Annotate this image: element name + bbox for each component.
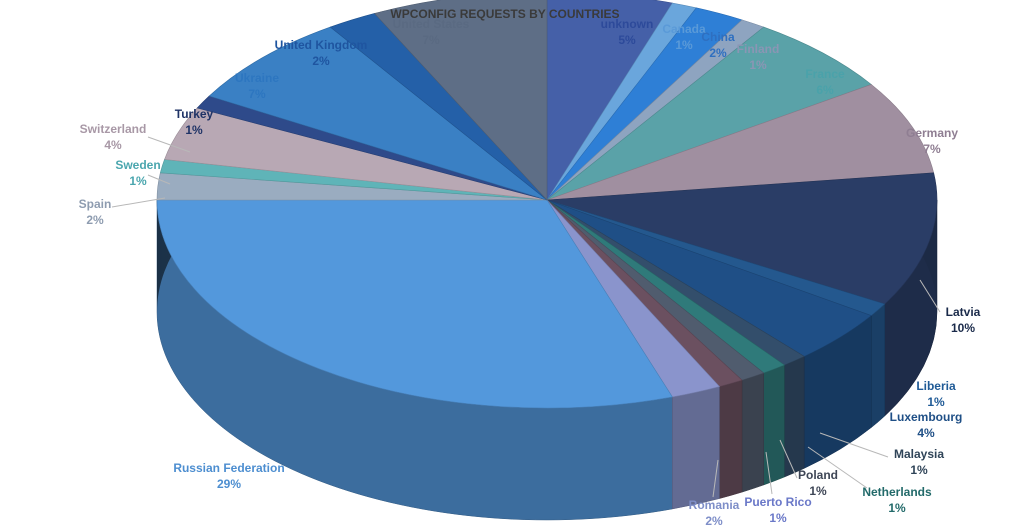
slice-name-label: Turkey: [175, 107, 214, 121]
leader-line-switzerland: [147, 136, 191, 153]
label-puerto-rico: Puerto Rico 1%: [744, 495, 811, 525]
slice-percent-label: 1%: [927, 395, 945, 409]
slice-name-label: United States: [393, 17, 470, 31]
chart-title: WPCONFIG REQUESTS BY COUNTRIES: [390, 7, 619, 21]
label-ukraine: Ukraine 7%: [235, 71, 279, 101]
slice-name-label: Canada: [662, 22, 706, 36]
slice-percent-label: 1%: [749, 58, 767, 72]
leader-line-sweden: [147, 174, 171, 185]
slice-name-label: United Kingdom: [275, 38, 368, 52]
label-sweden: Sweden 1%: [115, 158, 160, 188]
label-latvia: Latvia 10%: [946, 305, 981, 335]
label-leader-lines: [111, 136, 941, 498]
slice-percent-label: 6%: [816, 83, 834, 97]
slice-percent-label: 10%: [951, 321, 975, 335]
slice-name-label: Ukraine: [235, 71, 279, 85]
slice-percent-label: 1%: [809, 484, 827, 498]
pie-top-faces: [156, 0, 938, 409]
leader-line-romania: [712, 459, 719, 498]
label-finland: Finland 1%: [737, 42, 780, 72]
slice-name-label: unknown: [601, 17, 654, 31]
slice-percent-label: 2%: [709, 46, 727, 60]
slice-name-label: Netherlands: [862, 485, 932, 499]
slice-percent-label: 4%: [104, 138, 122, 152]
pie-slice-united-states: [373, 0, 548, 201]
slice-name-label: China: [701, 30, 735, 44]
slice-percent-label: 4%: [917, 426, 935, 440]
pie-slice-germany: [546, 84, 935, 201]
label-liberia: Liberia 1%: [916, 379, 956, 409]
label-germany: Germany 7%: [906, 126, 958, 156]
slice-name-label: Russian Federation: [173, 461, 284, 475]
slice-percent-label: 7%: [923, 142, 941, 156]
label-canada: Canada 1%: [662, 22, 706, 52]
pie-side-malaysia: [784, 355, 805, 478]
label-poland: Poland 1%: [798, 468, 838, 498]
slice-name-label: Sweden: [115, 158, 160, 172]
leader-line-latvia: [919, 279, 941, 313]
slice-percent-label: 7%: [248, 87, 266, 101]
slice-name-label: Malaysia: [894, 447, 944, 461]
slice-percent-label: 7%: [422, 33, 440, 47]
label-netherlands: Netherlands 1%: [862, 485, 932, 515]
label-romania: Romania 2%: [689, 498, 740, 528]
slice-name-label: Romania: [689, 498, 740, 512]
label-luxembourg: Luxembourg 4%: [890, 410, 963, 440]
label-turkey: Turkey 1%: [175, 107, 214, 137]
slice-name-label: Liberia: [916, 379, 956, 393]
leader-line-poland: [779, 439, 798, 479]
leader-line-spain: [111, 197, 166, 208]
slice-name-label: Puerto Rico: [744, 495, 811, 509]
label-france: France 6%: [805, 67, 845, 97]
slice-percent-label: 2%: [86, 213, 104, 227]
slice-labels: unknown 5% Canada 1% China 2% Finland 1% France 6…: [79, 17, 981, 528]
label-switzerland: Switzerland 4%: [80, 122, 147, 152]
slice-name-label: Finland: [737, 42, 780, 56]
pie-slice-russian-federation: [156, 199, 673, 409]
pie-side-netherlands: [763, 364, 785, 486]
slice-name-label: Germany: [906, 126, 958, 140]
slice-percent-label: 1%: [675, 38, 693, 52]
slice-name-label: Poland: [798, 468, 838, 482]
slice-percent-label: 1%: [888, 501, 906, 515]
leader-line-puerto-rico: [765, 451, 773, 495]
pie-side-puerto-rico: [719, 379, 743, 499]
slice-percent-label: 2%: [705, 514, 723, 528]
pie-side-poland: [741, 372, 764, 493]
leader-line-netherlands: [807, 446, 868, 489]
label-united-states: United States 7%: [393, 17, 470, 47]
pie-slice-france: [546, 26, 872, 201]
slice-percent-label: 1%: [769, 511, 787, 525]
slice-percent-label: 29%: [217, 477, 241, 491]
label-unknown: unknown 5%: [601, 17, 654, 47]
label-russian-federation: Russian Federation 29%: [173, 461, 284, 491]
slice-name-label: France: [805, 67, 845, 81]
slice-name-label: Latvia: [946, 305, 981, 319]
pie-slice-latvia: [546, 172, 938, 305]
leader-line-malaysia: [819, 432, 889, 458]
slice-percent-label: 1%: [910, 463, 928, 477]
pie-side-romania: [672, 386, 720, 510]
slice-name-label: Spain: [79, 197, 112, 211]
slice-percent-label: 1%: [185, 123, 203, 137]
label-china: China 2%: [701, 30, 735, 60]
pie-side-liberia: [871, 303, 885, 429]
pie-slice-ukraine: [208, 26, 548, 201]
label-united-kingdom: United Kingdom 2%: [275, 38, 368, 68]
slice-name-label: Switzerland: [80, 122, 147, 136]
slice-name-label: Luxembourg: [890, 410, 963, 424]
slice-percent-label: 2%: [312, 54, 330, 68]
slice-percent-label: 5%: [618, 33, 636, 47]
slice-percent-label: 1%: [129, 174, 147, 188]
label-spain: Spain 2%: [79, 197, 112, 227]
label-malaysia: Malaysia 1%: [894, 447, 944, 477]
